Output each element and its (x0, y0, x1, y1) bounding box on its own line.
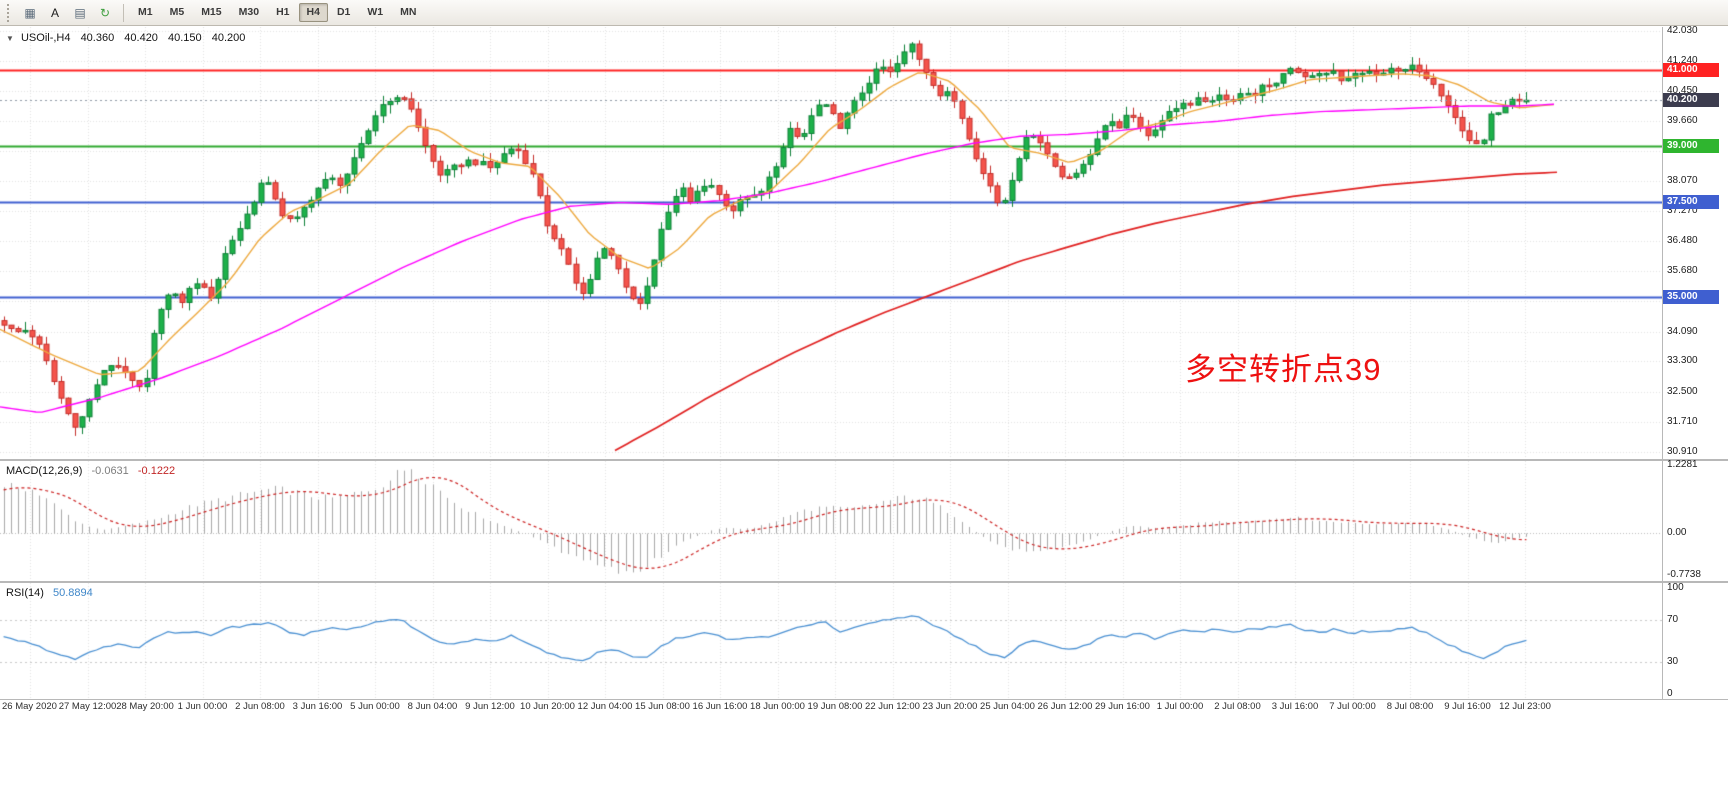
price-tag-37.500: 37.500 (1663, 195, 1719, 210)
axis-label: 0.00 (1667, 526, 1687, 538)
high-value: 40.420 (124, 32, 158, 44)
timeframe-button-d1[interactable]: D1 (336, 6, 351, 18)
panel-splitter-rsi[interactable] (0, 581, 1728, 583)
time-axis-label: 7 Jul 00:00 (1329, 701, 1376, 712)
main-chart-canvas[interactable] (0, 27, 1662, 459)
price-tag-35.000: 35.000 (1663, 290, 1719, 305)
chart-marker-icon: ▼ (6, 34, 14, 43)
time-axis-label: 8 Jul 08:00 (1386, 701, 1434, 712)
chart-annotation-text: 多空转折点39 (1185, 352, 1382, 387)
macd-signal-value: -0.1222 (137, 465, 176, 477)
time-axis-label: 28 May 20:00 (116, 701, 174, 712)
time-axis-label: 22 Jun 12:00 (865, 701, 920, 712)
price-axis[interactable]: 42.03041.24040.45039.66038.86038.07037.2… (1662, 0, 1728, 792)
time-axis-label: 9 Jul 16:00 (1444, 701, 1491, 712)
time-axis-label: 12 Jun 04:00 (577, 701, 633, 712)
time-axis-label: 29 Jun 16:00 (1095, 701, 1150, 712)
main-toolbar: ▦ A ▤ ↻ M1 M5 M15 M30 H1 H4 D1 W1 MN (0, 0, 1728, 26)
time-axis-label: 2 Jun 08:00 (235, 701, 285, 712)
timeframe-button-h1[interactable]: H1 (276, 6, 290, 18)
rsi-name: RSI(14) (6, 587, 44, 599)
axis-label: 39.660 (1667, 114, 1698, 126)
axis-label: 100 (1667, 582, 1684, 594)
axis-label: 38.070 (1667, 174, 1698, 186)
indicators-window-icon[interactable]: ▦ (24, 5, 36, 20)
symbol-name: USOil-,H4 (20, 32, 71, 44)
axis-label: 34.090 (1667, 325, 1698, 337)
time-axis-label: 8 Jun 04:00 (407, 701, 458, 712)
macd-indicator-label: MACD(12,26,9) -0.0631 -0.1222 (6, 465, 175, 477)
timeframe-button-m30[interactable]: M30 (238, 6, 260, 18)
time-axis-label: 25 Jun 04:00 (980, 701, 1035, 712)
timeframe-button-m15[interactable]: M15 (201, 6, 222, 18)
open-value: 40.360 (80, 32, 115, 44)
time-axis-label: 26 Jun 12:00 (1037, 701, 1093, 712)
axis-label: 30 (1667, 656, 1679, 668)
price-tag-39.000: 39.000 (1663, 138, 1719, 153)
axis-label: 1.2281 (1667, 458, 1698, 470)
time-axis-label: 1 Jun 00:00 (177, 701, 228, 712)
time-axis[interactable]: 26 May 2020 27 May 12:00 28 May 20:00 1 Jun… (0, 701, 1662, 716)
axis-label: 40.450 (1667, 84, 1698, 96)
timeframe-button-h4[interactable]: H4 (298, 3, 328, 22)
time-axis-label: 19 Jun 08:00 (807, 701, 863, 712)
time-axis-label: 26 May 2020 (2, 701, 57, 712)
objects-list-icon[interactable]: ▤ (74, 5, 86, 20)
timeframe-button-w1[interactable]: W1 (367, 6, 384, 18)
macd-name: MACD(12,26,9) (6, 465, 83, 477)
time-axis-label: 5 Jun 00:00 (350, 701, 400, 712)
toolbar-icon-group: ▦ A ▤ ↻ (18, 2, 117, 24)
time-axis-label: 9 Jun 12:00 (465, 701, 515, 712)
time-axis-label: 16 Jun 16:00 (692, 701, 748, 712)
axis-label: 37.270 (1667, 205, 1698, 217)
time-axis-label: 3 Jul 16:00 (1271, 701, 1319, 712)
price-axis-border (1662, 27, 1663, 699)
timeframes-toolbar: M1 M5 M15 M30 H1 H4 D1 W1 MN (130, 3, 424, 22)
axis-label: 33.300 (1667, 355, 1698, 367)
time-axis-label: 27 May 12:00 (58, 701, 117, 712)
time-axis-label: 10 Jun 20:00 (520, 701, 575, 712)
rsi-indicator-canvas[interactable] (0, 583, 1662, 699)
time-axis-label: 12 Jul 23:00 (1499, 701, 1551, 712)
axis-label: 30.910 (1667, 445, 1698, 457)
axis-label: 42.030 (1667, 25, 1698, 36)
time-axis-label: 23 Jun 20:00 (922, 701, 978, 712)
cycle-lines-icon[interactable]: ↻ (99, 5, 111, 20)
timeframe-button-m1[interactable]: M1 (138, 6, 153, 18)
toolbar-separator (123, 3, 124, 22)
time-axis-label: 2 Jul 08:00 (1214, 701, 1261, 712)
axis-label: 31.710 (1667, 415, 1698, 427)
close-value: 40.200 (211, 32, 246, 44)
axis-label: 35.680 (1667, 265, 1698, 277)
time-axis-label: 18 Jun 00:00 (750, 701, 805, 712)
rsi-indicator-label: RSI(14) 50.8894 (6, 587, 93, 599)
time-axis-label: 15 Jun 08:00 (635, 701, 690, 712)
panel-splitter-macd[interactable] (0, 459, 1728, 461)
price-tag-41.000: 41.000 (1663, 63, 1719, 77)
time-axis-border (0, 699, 1728, 700)
toolbar-grip[interactable] (7, 3, 14, 22)
axis-label: -0.7738 (1667, 569, 1701, 581)
axis-label: 70 (1667, 613, 1679, 625)
text-annotation-icon[interactable]: A (50, 5, 59, 20)
rsi-value: 50.8894 (52, 587, 93, 599)
time-axis-label: 1 Jul 00:00 (1156, 701, 1204, 712)
axis-label: 0 (1667, 687, 1673, 699)
axis-label: 32.500 (1667, 385, 1698, 397)
axis-label: 36.480 (1667, 235, 1698, 247)
symbol-ohlc-label: ▼ USOil-,H4 40.360 40.420 40.150 40.200 (6, 32, 245, 44)
macd-indicator-canvas[interactable] (0, 461, 1662, 581)
price-tag-40.200: 40.200 (1663, 93, 1719, 108)
low-value: 40.150 (168, 32, 202, 44)
axis-label: 41.240 (1667, 54, 1698, 66)
macd-main-value: -0.0631 (91, 465, 129, 477)
time-axis-label: 3 Jun 16:00 (292, 701, 343, 712)
timeframe-button-m5[interactable]: M5 (169, 6, 185, 18)
timeframe-button-mn[interactable]: MN (400, 6, 417, 18)
